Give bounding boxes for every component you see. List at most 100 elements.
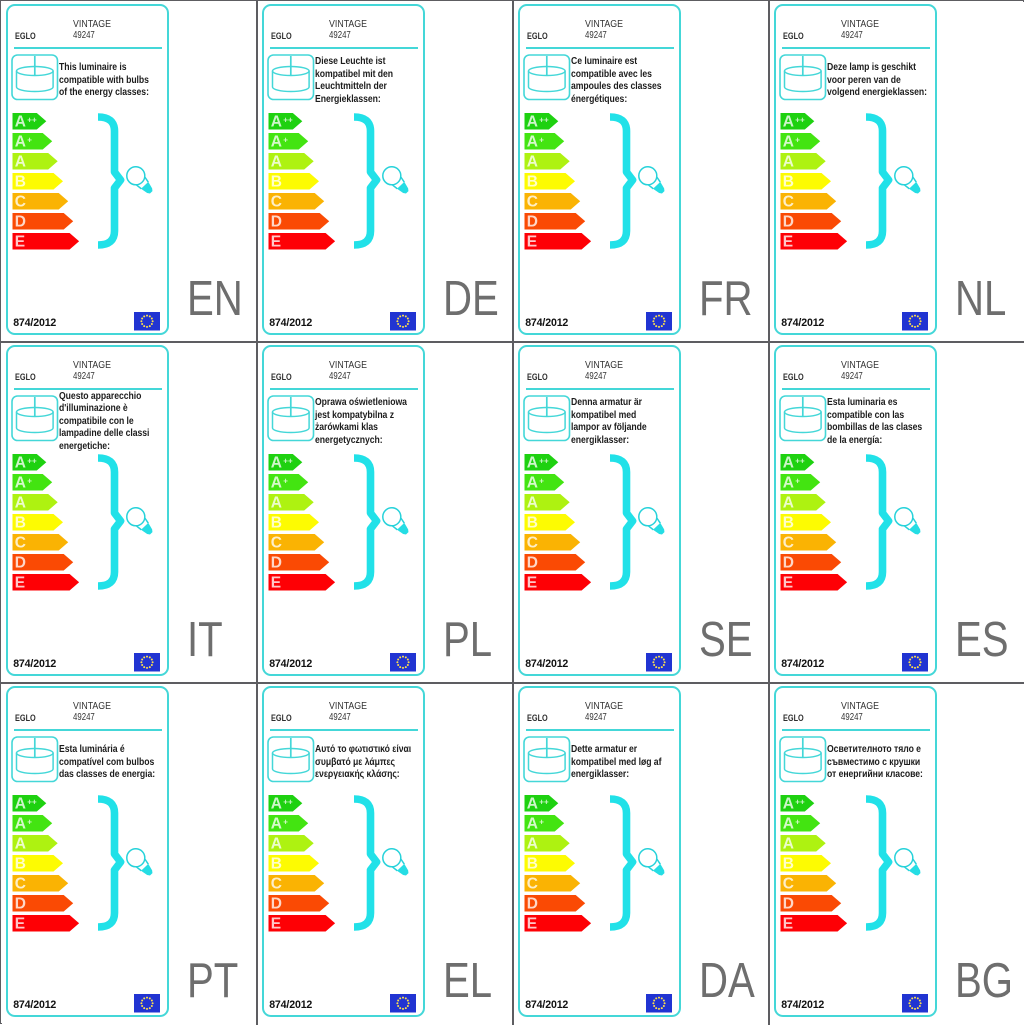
svg-text:E: E xyxy=(783,575,793,592)
svg-text:A: A xyxy=(271,114,282,131)
svg-text:E: E xyxy=(527,916,537,933)
svg-text:A: A xyxy=(527,154,538,171)
svg-text:A: A xyxy=(783,836,794,853)
svg-text:C: C xyxy=(783,876,794,893)
svg-text:E: E xyxy=(271,234,281,251)
svg-text:C: C xyxy=(527,876,538,893)
svg-text:B: B xyxy=(15,515,26,532)
svg-text:E: E xyxy=(15,234,25,251)
svg-text:A: A xyxy=(783,816,794,833)
svg-text:A: A xyxy=(15,796,26,813)
svg-text:C: C xyxy=(783,194,794,211)
svg-text:B: B xyxy=(783,515,794,532)
svg-text:+: + xyxy=(27,136,32,145)
svg-text:+: + xyxy=(539,818,544,827)
svg-text:E: E xyxy=(783,234,793,251)
svg-text:++: ++ xyxy=(795,457,805,466)
svg-text:C: C xyxy=(271,535,282,552)
svg-text:++: ++ xyxy=(539,798,549,807)
svg-text:A: A xyxy=(271,836,282,853)
svg-text:A: A xyxy=(527,816,538,833)
svg-text:C: C xyxy=(783,535,794,552)
svg-text:C: C xyxy=(527,194,538,211)
svg-text:+: + xyxy=(27,818,32,827)
svg-text:B: B xyxy=(527,856,538,873)
svg-text:A: A xyxy=(15,836,26,853)
svg-text:+: + xyxy=(795,136,800,145)
svg-text:A: A xyxy=(15,475,26,492)
svg-text:++: ++ xyxy=(539,457,549,466)
svg-text:C: C xyxy=(15,876,26,893)
svg-text:++: ++ xyxy=(283,457,293,466)
svg-text:C: C xyxy=(271,194,282,211)
svg-text:B: B xyxy=(271,856,282,873)
svg-text:B: B xyxy=(15,174,26,191)
svg-text:A: A xyxy=(783,495,794,512)
svg-text:D: D xyxy=(271,896,282,913)
svg-text:A: A xyxy=(271,455,282,472)
svg-text:A: A xyxy=(527,495,538,512)
svg-text:A: A xyxy=(271,475,282,492)
svg-text:A: A xyxy=(15,134,26,151)
svg-text:+: + xyxy=(539,477,544,486)
svg-text:A: A xyxy=(527,796,538,813)
svg-text:A: A xyxy=(783,154,794,171)
svg-text:E: E xyxy=(15,575,25,592)
svg-text:B: B xyxy=(783,856,794,873)
svg-text:D: D xyxy=(15,555,26,572)
svg-text:++: ++ xyxy=(283,798,293,807)
svg-text:A: A xyxy=(15,495,26,512)
svg-text:B: B xyxy=(271,515,282,532)
svg-text:B: B xyxy=(527,515,538,532)
svg-text:A: A xyxy=(15,154,26,171)
svg-text:B: B xyxy=(15,856,26,873)
svg-text:A: A xyxy=(271,816,282,833)
svg-text:+: + xyxy=(27,477,32,486)
svg-text:D: D xyxy=(527,214,538,231)
svg-text:C: C xyxy=(15,535,26,552)
svg-text:+: + xyxy=(283,477,288,486)
svg-text:A: A xyxy=(271,796,282,813)
svg-text:E: E xyxy=(527,234,537,251)
svg-text:D: D xyxy=(783,555,794,572)
svg-text:++: ++ xyxy=(795,116,805,125)
svg-text:D: D xyxy=(527,896,538,913)
svg-text:++: ++ xyxy=(27,116,37,125)
svg-text:C: C xyxy=(527,535,538,552)
svg-text:E: E xyxy=(271,575,281,592)
svg-text:+: + xyxy=(795,818,800,827)
svg-text:++: ++ xyxy=(27,798,37,807)
svg-text:A: A xyxy=(15,455,26,472)
svg-text:A: A xyxy=(527,114,538,131)
svg-text:B: B xyxy=(783,174,794,191)
svg-text:A: A xyxy=(783,796,794,813)
svg-text:A: A xyxy=(783,455,794,472)
svg-text:B: B xyxy=(527,174,538,191)
svg-text:E: E xyxy=(271,916,281,933)
svg-text:+: + xyxy=(283,818,288,827)
svg-text:D: D xyxy=(783,214,794,231)
svg-text:A: A xyxy=(271,495,282,512)
svg-text:D: D xyxy=(783,896,794,913)
svg-text:A: A xyxy=(783,134,794,151)
svg-text:+: + xyxy=(539,136,544,145)
svg-text:A: A xyxy=(527,455,538,472)
svg-text:A: A xyxy=(783,475,794,492)
svg-text:A: A xyxy=(783,114,794,131)
svg-text:+: + xyxy=(795,477,800,486)
svg-text:++: ++ xyxy=(283,116,293,125)
svg-text:D: D xyxy=(15,214,26,231)
svg-text:D: D xyxy=(527,555,538,572)
svg-text:A: A xyxy=(527,836,538,853)
svg-text:A: A xyxy=(271,134,282,151)
svg-text:++: ++ xyxy=(27,457,37,466)
svg-text:D: D xyxy=(271,214,282,231)
svg-text:A: A xyxy=(527,134,538,151)
svg-text:++: ++ xyxy=(795,798,805,807)
svg-text:A: A xyxy=(271,154,282,171)
svg-text:E: E xyxy=(15,916,25,933)
svg-text:A: A xyxy=(527,475,538,492)
svg-text:C: C xyxy=(15,194,26,211)
svg-text:E: E xyxy=(783,916,793,933)
svg-text:E: E xyxy=(527,575,537,592)
